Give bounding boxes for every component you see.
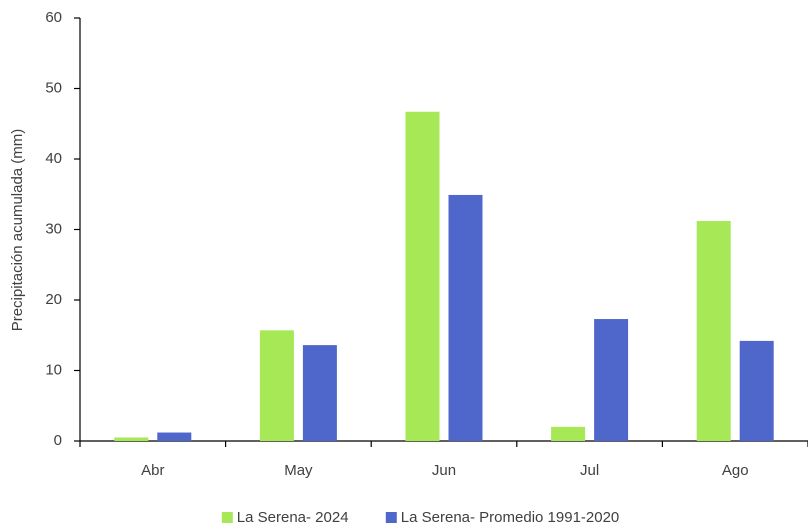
legend-label: La Serena- 2024 — [237, 509, 349, 526]
legend-swatch — [385, 512, 397, 523]
x-tick-label: Jun — [432, 462, 456, 479]
bar — [259, 330, 294, 441]
y-tick-label: 10 — [45, 361, 62, 378]
y-tick-label: 60 — [45, 9, 62, 26]
y-axis-label: Precipitación acumulada (mm) — [9, 129, 26, 332]
bar — [157, 432, 192, 441]
bar — [114, 437, 149, 441]
bar — [696, 221, 731, 441]
y-tick-label: 20 — [45, 291, 62, 308]
y-tick-label: 0 — [54, 432, 62, 449]
legend-label: La Serena- Promedio 1991-2020 — [401, 509, 619, 526]
bar — [551, 426, 586, 441]
bar — [739, 340, 774, 441]
x-tick-label: Jul — [580, 462, 599, 479]
y-tick-label: 50 — [45, 79, 62, 96]
bar — [448, 194, 483, 441]
y-tick-label: 40 — [45, 150, 62, 167]
bar — [594, 319, 629, 441]
legend-swatch — [221, 512, 233, 523]
x-tick-label: May — [284, 462, 313, 479]
y-tick-label: 30 — [45, 220, 62, 237]
x-tick-label: Abr — [141, 462, 164, 479]
x-tick-label: Ago — [722, 462, 749, 479]
bar — [405, 111, 440, 441]
bar — [302, 345, 337, 441]
